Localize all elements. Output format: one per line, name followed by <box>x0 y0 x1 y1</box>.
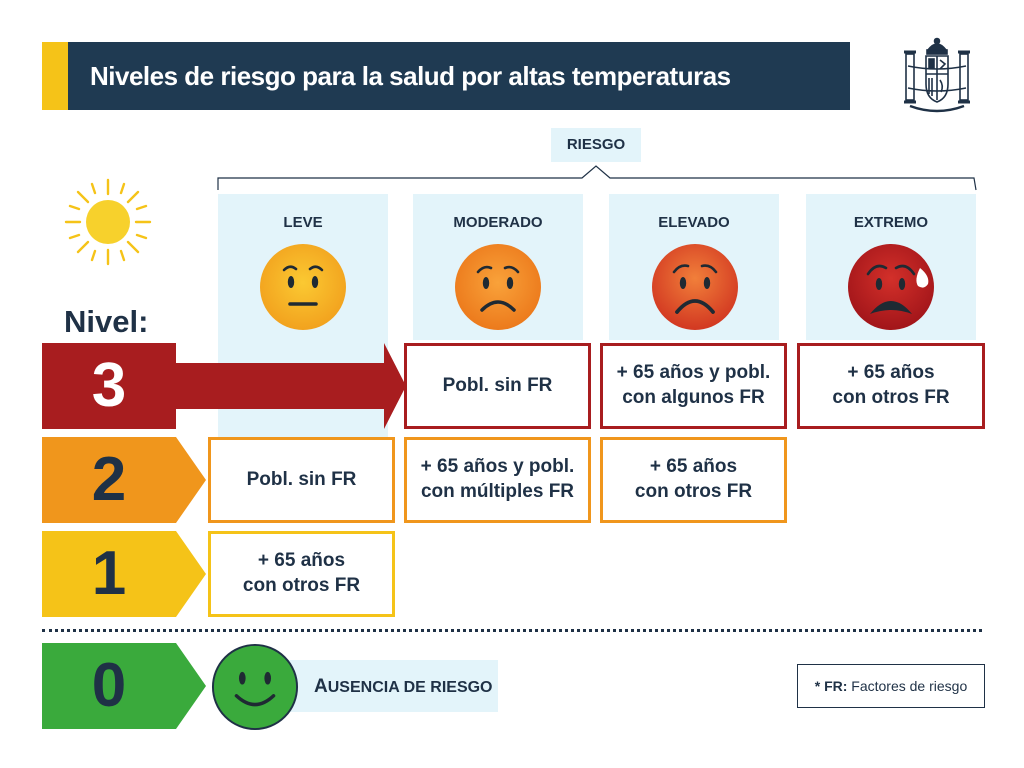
separator-line <box>42 629 982 632</box>
column-header-extremo: EXTREMO <box>853 214 929 231</box>
nivel-label: Nivel: <box>64 304 149 339</box>
level-2-number: 2 <box>91 445 127 514</box>
level-3-arrow <box>176 343 406 429</box>
riesgo-label: RIESGO <box>551 128 641 162</box>
sun-icon <box>64 178 152 266</box>
level-2-box: 2 <box>42 437 176 523</box>
fr-footnote-text: Factores de riesgo <box>847 678 968 694</box>
level-1-number: 1 <box>91 539 127 608</box>
column-header-elevado: ELEVADO <box>658 214 730 231</box>
neutral-face-icon <box>260 244 346 330</box>
level-2-arrow <box>176 437 206 523</box>
riesgo-bracket <box>217 165 977 191</box>
level-0-arrow <box>176 643 206 729</box>
ausencia-box <box>270 660 498 712</box>
cell-l2-leve: Pobl. sin FR <box>208 437 395 523</box>
column-header-leve: LEVE <box>283 214 323 231</box>
level-0-number: 0 <box>91 651 127 720</box>
title-bar: Niveles de riesgo para la salud por alta… <box>42 42 850 110</box>
crying-face-icon <box>848 244 934 330</box>
cell-l1-leve: + 65 años con otros FR <box>208 531 395 617</box>
ausencia-label: AUSENCIA DE RIESGO <box>314 676 493 697</box>
page-title: Niveles de riesgo para la salud por alta… <box>90 61 731 91</box>
title-accent <box>42 42 68 110</box>
cell-l3-extremo: + 65 años con otros FR <box>797 343 985 429</box>
frowning-face-icon <box>455 244 541 330</box>
smiling-face-icon <box>211 643 299 731</box>
cell-l3-elevado: + 65 años y pobl. con algunos FR <box>600 343 787 429</box>
column-header-moderado: MODERADO <box>453 214 543 231</box>
level-1-arrow <box>176 531 206 617</box>
cell-l2-elevado: + 65 años con otros FR <box>600 437 787 523</box>
level-3-box: 3 <box>42 343 176 429</box>
level-3-number: 3 <box>91 351 127 420</box>
cell-l2-moderado: + 65 años y pobl. con múltiples FR <box>404 437 591 523</box>
level-0-box: 0 <box>42 643 176 729</box>
sad-face-icon <box>652 244 738 330</box>
level-1-box: 1 <box>42 531 176 617</box>
coat-of-arms-icon <box>904 37 970 113</box>
cell-l3-moderado: Pobl. sin FR <box>404 343 591 429</box>
fr-footnote: * FR: Factores de riesgo <box>797 664 985 708</box>
fr-footnote-prefix: * FR: <box>814 678 848 694</box>
